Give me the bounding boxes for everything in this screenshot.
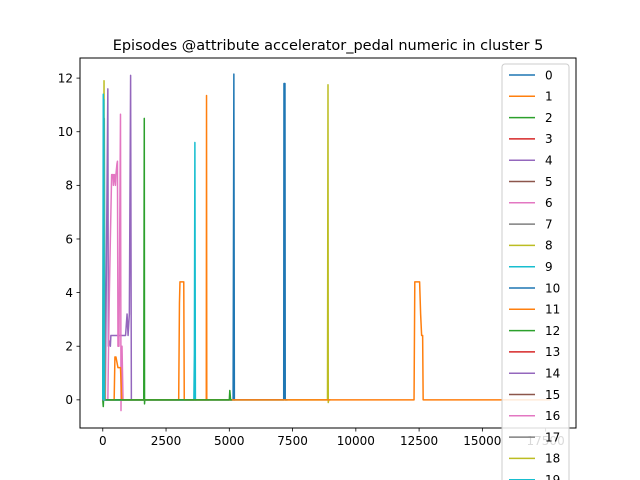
legend-label-9: 9 [545, 260, 553, 274]
y-tick-label: 4 [65, 286, 73, 300]
x-tick-label: 12500 [400, 434, 438, 448]
x-axis: 025005000750010000125001500017500 [99, 428, 565, 448]
x-tick-label: 2500 [151, 434, 182, 448]
legend-label-1: 1 [545, 90, 553, 104]
legend-label-2: 2 [545, 111, 553, 125]
legend-label-7: 7 [545, 217, 553, 231]
legend-label-4: 4 [545, 154, 553, 168]
y-tick-label: 12 [58, 71, 73, 85]
x-tick-label: 15000 [463, 434, 501, 448]
legend-label-3: 3 [545, 132, 553, 146]
legend-label-0: 0 [545, 68, 553, 82]
legend-label-8: 8 [545, 239, 553, 253]
legend-label-18: 18 [545, 452, 560, 466]
y-tick-label: 10 [58, 125, 73, 139]
x-tick-label: 10000 [337, 434, 375, 448]
series-line-1 [103, 96, 209, 400]
legend-label-19: 19 [545, 473, 560, 480]
y-tick-label: 6 [65, 232, 73, 246]
y-tick-label: 0 [65, 393, 73, 407]
chart-title: Episodes @attribute accelerator_pedal nu… [113, 38, 544, 54]
legend-label-13: 13 [545, 345, 560, 359]
y-tick-label: 2 [65, 340, 73, 354]
legend-label-14: 14 [545, 367, 560, 381]
legend-label-16: 16 [545, 409, 560, 423]
series-line-9 [103, 94, 197, 400]
y-axis: 0 2 4 6 8 10 12 [58, 71, 80, 407]
x-tick-label: 5000 [214, 434, 245, 448]
series-line-8 [103, 81, 331, 403]
series-lines [103, 74, 551, 410]
series-line-11 [110, 282, 550, 400]
legend-label-6: 6 [545, 196, 553, 210]
legend-label-15: 15 [545, 388, 560, 402]
legend-label-11: 11 [545, 303, 560, 317]
legend-label-17: 17 [545, 430, 560, 444]
legend-label-5: 5 [545, 175, 553, 189]
x-tick-label: 7500 [277, 434, 308, 448]
legend-label-10: 10 [545, 281, 560, 295]
legend-label-12: 12 [545, 324, 560, 338]
y-tick-label: 8 [65, 179, 73, 193]
x-tick-label: 0 [99, 434, 107, 448]
